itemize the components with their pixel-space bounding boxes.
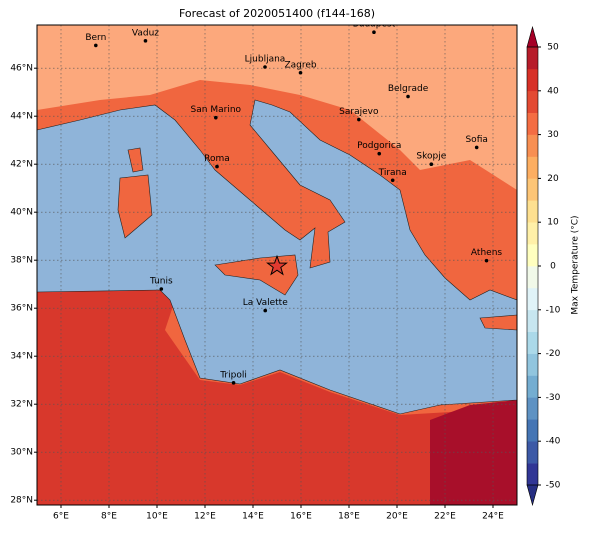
city-label: Roma: [204, 154, 230, 164]
colorbar-band: [527, 200, 538, 223]
x-tick-label: 10°E: [146, 512, 168, 522]
city-dot: [94, 43, 98, 48]
city-label: Skopje: [416, 152, 446, 162]
city-label: Bern: [85, 33, 106, 43]
city-label: Ljubljana: [245, 55, 286, 65]
y-tick-label: 40°N: [10, 208, 33, 218]
x-tick-label: 6°E: [53, 512, 69, 522]
x-tick-label: 20°E: [386, 512, 408, 522]
city-label: Tripoli: [219, 370, 247, 380]
city-dot: [263, 65, 267, 69]
colorbar-band: [527, 397, 538, 420]
city-dot: [159, 287, 164, 291]
city-label: Sarajevo: [339, 107, 379, 117]
colorbar-band: [527, 156, 538, 179]
y-tick-label: 44°N: [10, 112, 33, 122]
colorbar-band: [527, 178, 538, 201]
colorbar-band: [527, 287, 538, 311]
y-tick-label: 32°N: [10, 400, 33, 410]
axes: 6°E 8°E 10°E 12°E 14°E 16°E 18°E 20°E 22°E 24°E 28…: [10, 64, 504, 522]
city-dot: [390, 178, 395, 183]
y-tick-label: 46°N: [10, 64, 33, 74]
city-label: Tunis: [149, 277, 173, 287]
city-label: Budapest: [353, 20, 396, 30]
city-dot: [231, 381, 236, 385]
city-dot: [474, 145, 479, 150]
city-label: Podgorica: [357, 141, 401, 151]
graticule: [37, 25, 517, 505]
colorbar-band: [527, 353, 538, 376]
colorbar-band: [527, 331, 538, 354]
colorbar-band: [527, 266, 538, 289]
map-title: Forecast of 2020051400 (f144-168): [179, 7, 375, 20]
city-label: Zagreb: [284, 60, 316, 70]
city-dot: [357, 117, 361, 122]
city-dot: [377, 151, 382, 156]
colorbar-extend-under: [526, 484, 539, 507]
y-tick-label: 34°N: [10, 352, 33, 362]
city-label: Belgrade: [388, 84, 429, 94]
x-tick-label: 14°E: [242, 512, 264, 522]
x-tick-label: 18°E: [338, 512, 360, 522]
colorbar-band: [527, 419, 538, 442]
x-tick-label: 16°E: [290, 512, 312, 522]
island-crete: [479, 314, 517, 331]
y-tick-label: 30°N: [10, 448, 33, 458]
y-tick-label: 38°N: [10, 256, 33, 266]
city-label: La Valette: [243, 298, 288, 308]
y-tick-label: 36°N: [10, 304, 33, 314]
city-label: Athens: [471, 248, 502, 258]
city-label: San Marino: [191, 105, 242, 115]
colorbar-band: [527, 244, 538, 267]
colorbar-tick-label: 10: [547, 218, 559, 228]
y-tick-label: 42°N: [10, 160, 33, 170]
city-dot: [214, 115, 218, 120]
city-dot: [298, 70, 303, 75]
city-dot: [429, 162, 434, 166]
city-dot: [406, 94, 410, 99]
colorbar-band: [527, 134, 538, 157]
map-frame: [36, 24, 518, 506]
colorbar-band: [527, 68, 538, 92]
colorbar-tick-label: 0: [550, 262, 556, 272]
city-label: Sofia: [465, 135, 487, 145]
city-dot: [372, 30, 376, 34]
location-marker: [266, 254, 288, 276]
city-dot: [484, 258, 489, 263]
city-label: Vaduz: [132, 28, 159, 38]
colorbar-band: [527, 112, 538, 135]
colorbar-band: [527, 309, 538, 332]
x-tick-label: 8°E: [101, 512, 117, 522]
colorbar: -50 -40 -30 -20 -10 0 10 20 30 40 50: [526, 25, 561, 507]
colorbar-tick-label: -40: [546, 437, 561, 447]
x-tick-label: 22°E: [434, 512, 456, 522]
city-dot: [215, 164, 219, 169]
colorbar-tick-label: -50: [546, 481, 561, 491]
colorbar-band: [527, 47, 538, 70]
islands-corsica-sardinia: [117, 147, 153, 239]
colorbar-tick-label: 20: [547, 174, 559, 184]
colorbar-band: [527, 90, 538, 113]
colorbar-label: Max Temperature (°C): [571, 215, 581, 314]
city-dot: [143, 39, 148, 43]
colorbar-extend-over: [526, 25, 539, 48]
colorbar-band: [527, 375, 538, 398]
city-label: Tirana: [378, 168, 407, 178]
colorbar-tick-label: -30: [546, 393, 561, 403]
colorbar-tick-label: 40: [547, 86, 559, 96]
colorbar-band: [527, 463, 538, 486]
x-tick-label: 24°E: [482, 512, 504, 522]
colorbar-tick-label: -20: [546, 349, 561, 359]
x-tick-label: 12°E: [194, 512, 216, 522]
y-tick-label: 28°N: [10, 496, 33, 506]
colorbar-band: [527, 222, 538, 245]
colorbar-tick-label: 30: [547, 130, 559, 140]
city-dot: [263, 308, 268, 313]
colorbar-tick-label: -10: [546, 305, 561, 315]
colorbar-band: [527, 441, 538, 464]
colorbar-tick-label: 50: [547, 43, 559, 53]
